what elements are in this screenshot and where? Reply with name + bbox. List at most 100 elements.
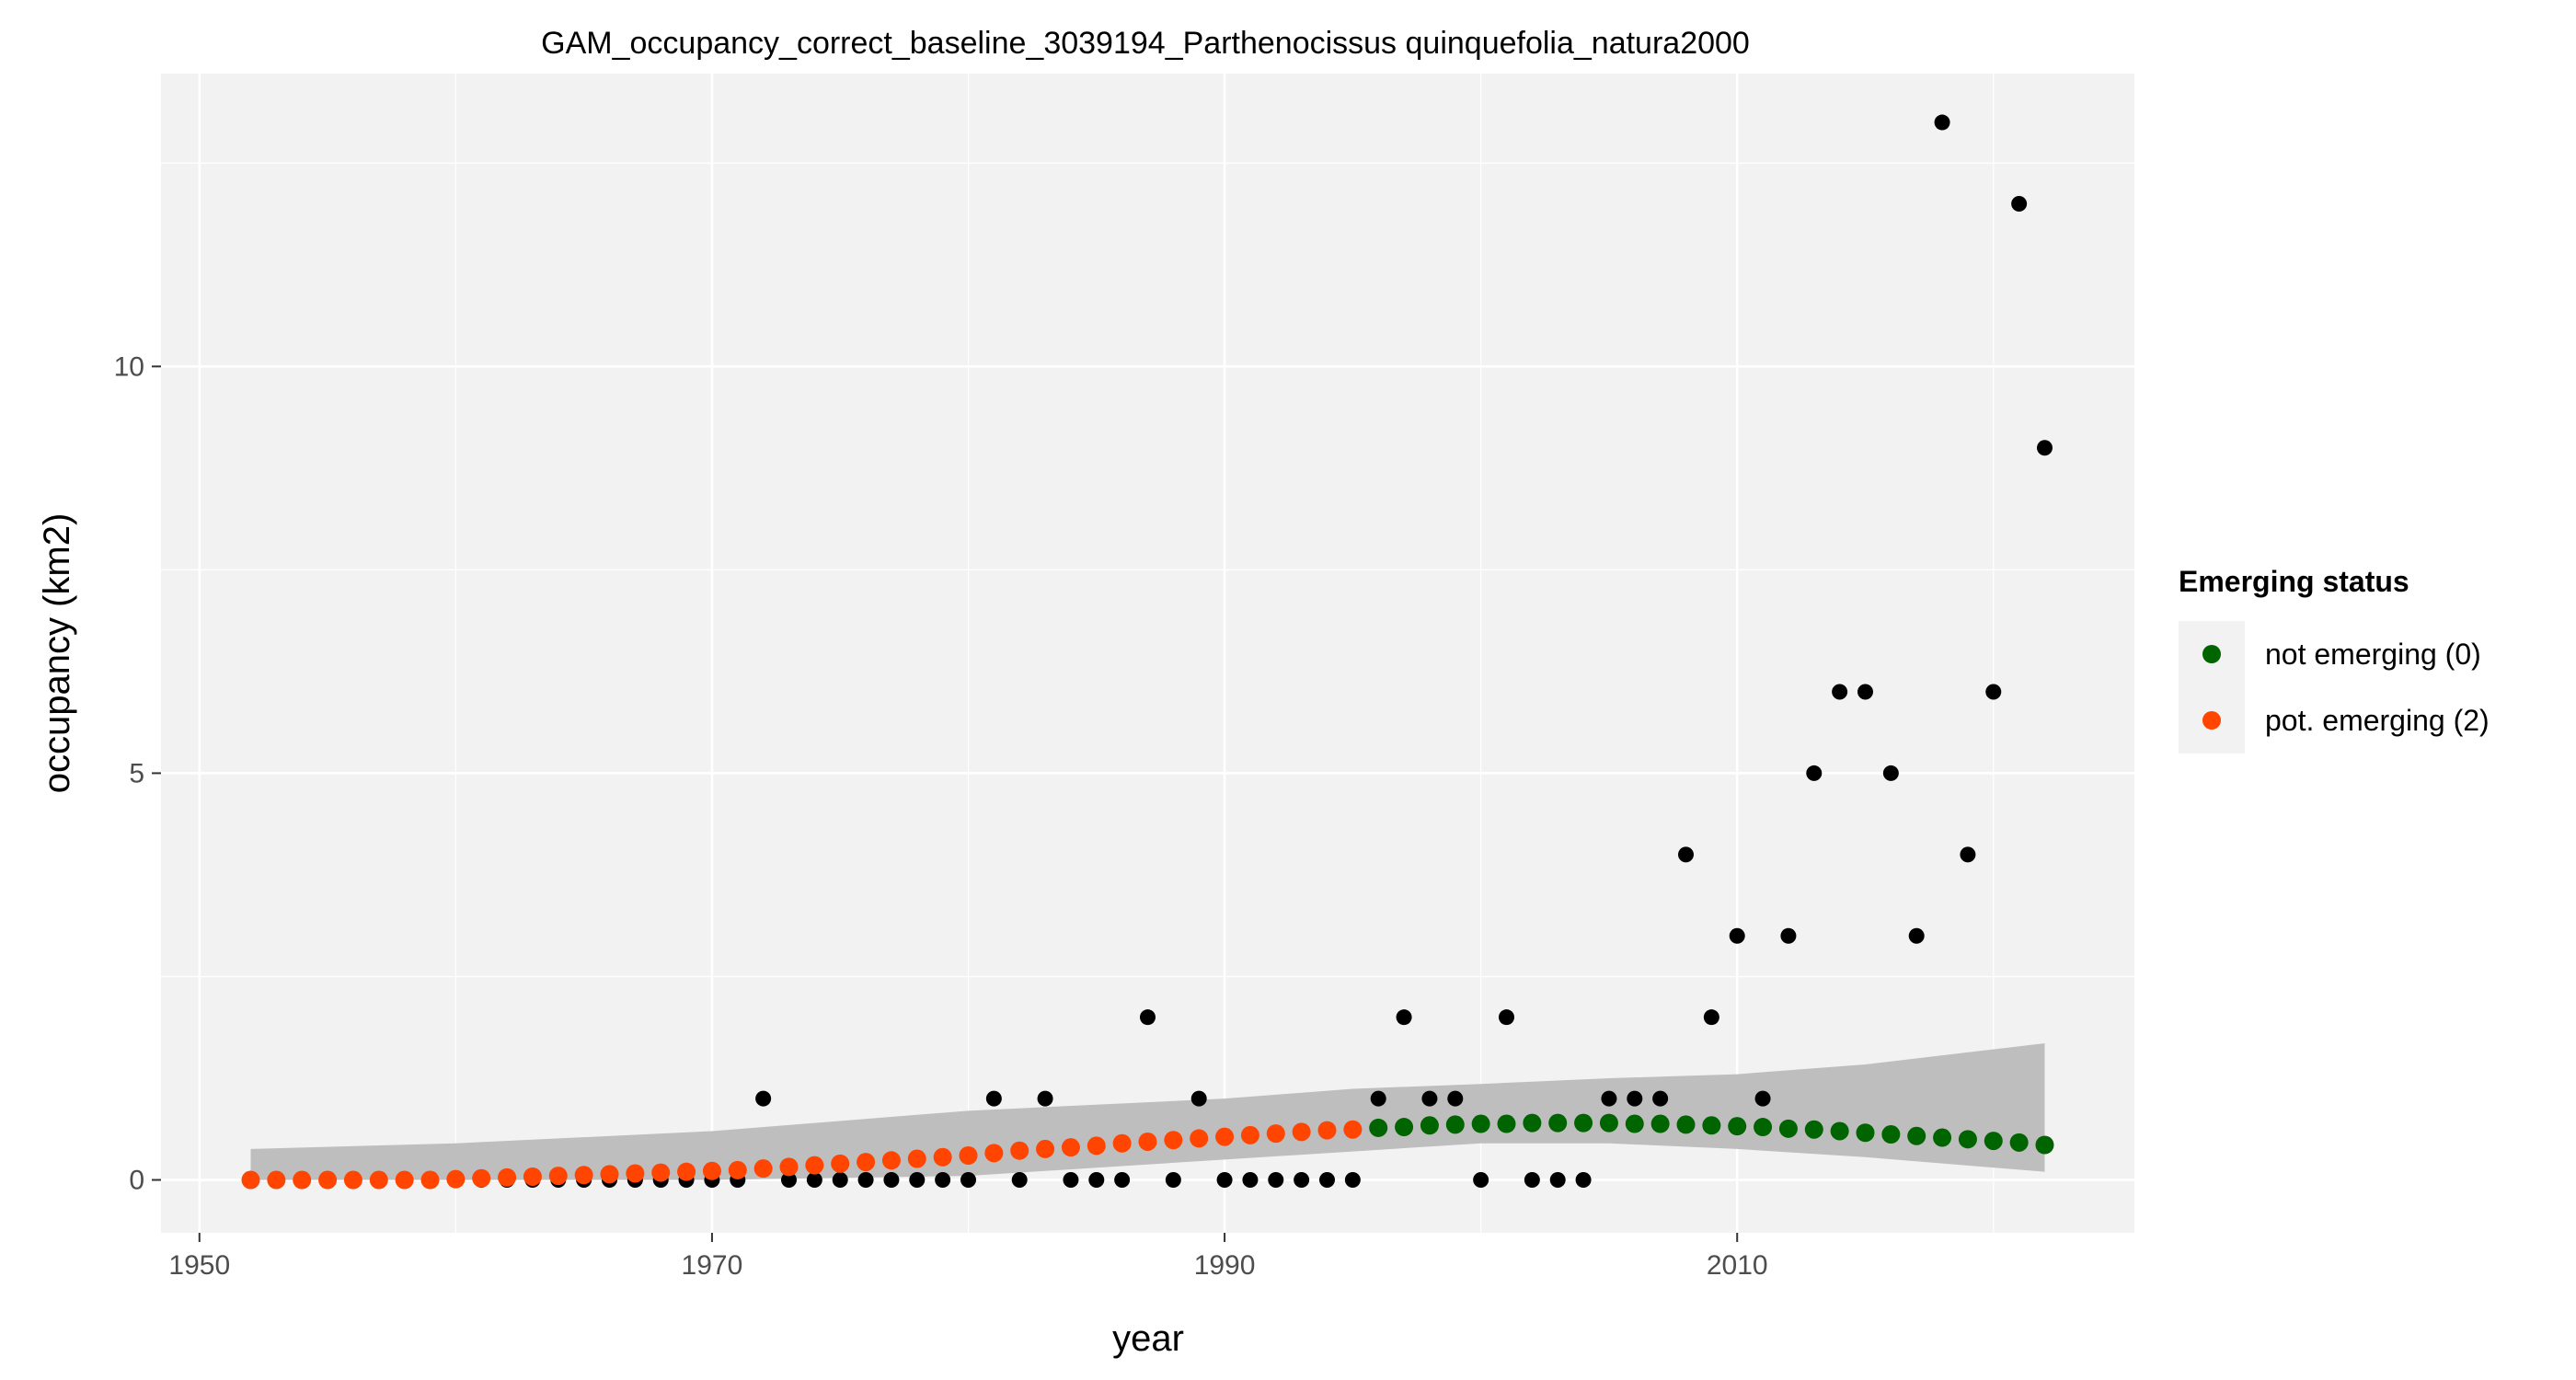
- fitted-point-pot-emerging: [881, 1151, 901, 1170]
- observed-point: [1780, 927, 1797, 944]
- fitted-point-not-emerging: [1933, 1128, 1952, 1147]
- y-tick-label: 5: [129, 758, 144, 788]
- observed-point: [781, 1172, 797, 1189]
- fitted-point-pot-emerging: [498, 1167, 517, 1187]
- fitted-point-pot-emerging: [420, 1170, 440, 1190]
- chart-title: GAM_occupancy_correct_baseline_3039194_P…: [541, 26, 1750, 61]
- y-axis-title: occupancy (km2): [37, 513, 77, 794]
- fitted-point-pot-emerging: [702, 1161, 721, 1180]
- fitted-point-pot-emerging: [753, 1159, 773, 1179]
- fitted-point-pot-emerging: [857, 1153, 876, 1172]
- legend-label-not-emerging: not emerging (0): [2265, 638, 2481, 671]
- fitted-point-not-emerging: [1881, 1125, 1901, 1144]
- observed-point: [806, 1172, 822, 1189]
- fitted-point-not-emerging: [1754, 1118, 1773, 1137]
- fitted-point-pot-emerging: [369, 1170, 388, 1190]
- legend-label-pot-emerging: pot. emerging (2): [2265, 704, 2490, 737]
- fitted-point-pot-emerging: [677, 1162, 696, 1181]
- fitted-point-pot-emerging: [626, 1164, 645, 1183]
- y-axis: 0 5 10: [114, 351, 161, 1196]
- confidence-ribbon: [250, 1042, 2045, 1180]
- fitted-point-pot-emerging: [1061, 1138, 1080, 1157]
- fitted-point-pot-emerging: [600, 1165, 619, 1184]
- fitted-point-not-emerging: [1369, 1118, 1388, 1137]
- observed-point: [1960, 846, 1976, 863]
- fitted-point-not-emerging: [2009, 1133, 2029, 1152]
- fitted-point-pot-emerging: [548, 1167, 568, 1186]
- fitted-point-not-emerging: [1856, 1123, 1875, 1143]
- observed-point: [1601, 1090, 1617, 1107]
- legend-title: Emerging status: [2179, 565, 2409, 598]
- x-tick-label: 1950: [168, 1250, 230, 1281]
- legend-dot-not-emerging: [2202, 645, 2221, 663]
- plot-panel: [161, 74, 2134, 1233]
- observed-point: [1499, 1009, 1514, 1026]
- observed-point: [1114, 1172, 1131, 1189]
- fitted-point-not-emerging: [2035, 1135, 2054, 1155]
- fitted-point-not-emerging: [1599, 1113, 1618, 1133]
- observed-point: [1370, 1090, 1386, 1107]
- observed-point: [1549, 1172, 1566, 1189]
- fitted-point-not-emerging: [1804, 1120, 1823, 1139]
- observed-point: [1729, 927, 1745, 944]
- fitted-point-pot-emerging: [395, 1170, 414, 1190]
- fitted-point-pot-emerging: [1036, 1139, 1055, 1158]
- fitted-point-not-emerging: [1676, 1115, 1696, 1134]
- fitted-point-pot-emerging: [343, 1170, 362, 1190]
- observed-point: [909, 1172, 926, 1189]
- fitted-point-pot-emerging: [1010, 1141, 1029, 1160]
- fitted-point-not-emerging: [1420, 1116, 1439, 1135]
- observed-point: [2037, 440, 2053, 456]
- observed-point: [883, 1172, 900, 1189]
- fitted-point-pot-emerging: [293, 1170, 312, 1190]
- fitted-point-not-emerging: [1702, 1116, 1721, 1135]
- x-axis-title: year: [1112, 1318, 1184, 1359]
- observed-point: [1190, 1090, 1207, 1107]
- observed-point: [1832, 684, 1848, 700]
- observed-point: [1806, 765, 1823, 781]
- fitted-point-not-emerging: [1574, 1113, 1593, 1133]
- observed-point: [985, 1090, 1002, 1107]
- fitted-point-pot-emerging: [907, 1149, 926, 1168]
- x-tick-label: 1970: [682, 1250, 743, 1281]
- fitted-point-pot-emerging: [1112, 1133, 1132, 1153]
- observed-point: [1088, 1172, 1105, 1189]
- fitted-point-pot-emerging: [728, 1160, 747, 1179]
- fitted-point-pot-emerging: [1087, 1136, 1106, 1156]
- fitted-point-pot-emerging: [241, 1170, 260, 1190]
- fitted-point-not-emerging: [1445, 1115, 1465, 1134]
- observed-point: [1754, 1090, 1771, 1107]
- observed-point: [1908, 927, 1925, 944]
- fitted-point-pot-emerging: [1190, 1129, 1209, 1148]
- fitted-point-not-emerging: [1830, 1121, 1849, 1141]
- minor-gridlines: [161, 74, 2134, 1233]
- observed-point: [1165, 1172, 1181, 1189]
- fitted-point-pot-emerging: [446, 1169, 466, 1189]
- observed-point: [960, 1172, 976, 1189]
- observed-point: [1882, 765, 1899, 781]
- fitted-point-pot-emerging: [933, 1147, 952, 1167]
- observed-point: [1294, 1172, 1310, 1189]
- y-tick-label: 0: [129, 1166, 144, 1196]
- fitted-point-pot-emerging: [1138, 1132, 1157, 1151]
- fitted-point-pot-emerging: [472, 1168, 491, 1188]
- legend-key-background: [2179, 621, 2245, 753]
- observed-point: [1344, 1172, 1361, 1189]
- fitted-point-pot-emerging: [779, 1157, 799, 1177]
- observed-point: [1063, 1172, 1079, 1189]
- y-tick-label: 10: [114, 351, 144, 382]
- fitted-point-pot-emerging: [523, 1167, 542, 1186]
- observed-point: [1575, 1172, 1592, 1189]
- observed-point: [1627, 1090, 1643, 1107]
- observed-point: [857, 1172, 874, 1189]
- fitted-point-pot-emerging: [1343, 1120, 1363, 1139]
- fitted-point-not-emerging: [1395, 1118, 1414, 1137]
- observed-point: [1140, 1009, 1156, 1026]
- fitted-point-not-emerging: [1958, 1130, 1977, 1149]
- observed-point: [1011, 1172, 1028, 1189]
- fitted-point-not-emerging: [1471, 1114, 1490, 1133]
- fitted-point-pot-emerging: [574, 1166, 593, 1185]
- fitted-point-pot-emerging: [1215, 1127, 1235, 1146]
- observed-point: [1703, 1009, 1719, 1026]
- observed-point: [1678, 846, 1694, 863]
